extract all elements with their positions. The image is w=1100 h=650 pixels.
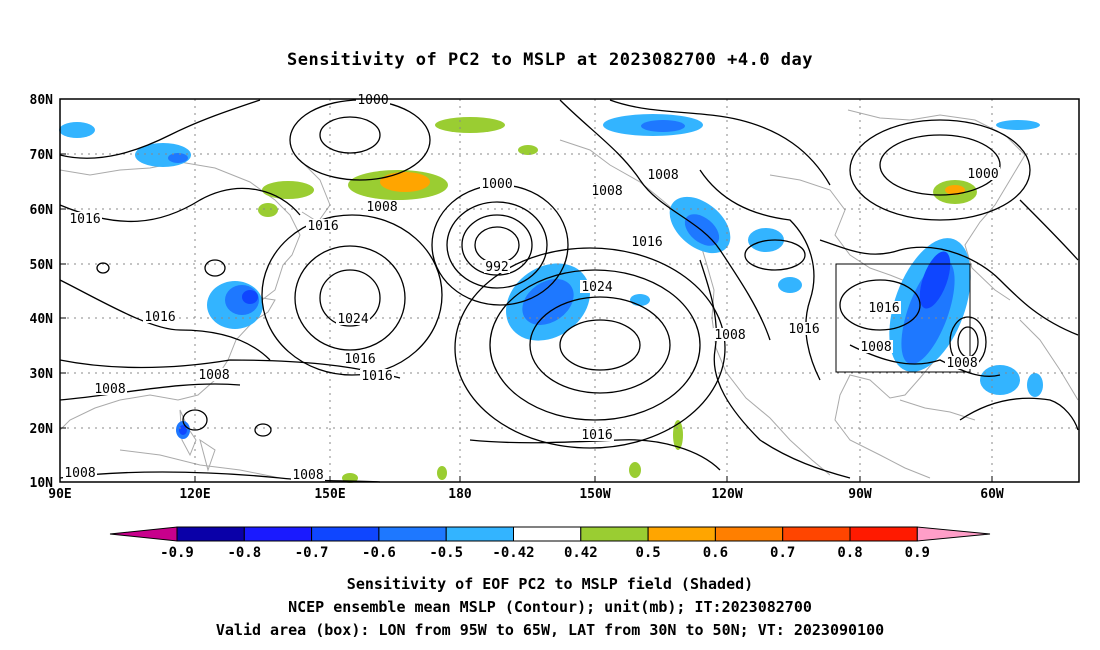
valid-area-box	[835, 263, 971, 373]
map-title: Sensitivity of PC2 to MSLP at 2023082700…	[286, 50, 813, 70]
contour-label: 1016	[788, 322, 819, 337]
colorbar-label: 0.42	[564, 545, 598, 561]
contour-label: 1016	[307, 219, 338, 234]
colorbar-label: -0.8	[227, 545, 261, 561]
lon-label: 180	[448, 487, 472, 502]
caption-line-2: NCEP ensemble mean MSLP (Contour); unit(…	[288, 598, 812, 616]
contour-label: 1016	[69, 212, 100, 227]
lon-label: 120W	[711, 487, 742, 502]
colorbar-swatch	[782, 526, 851, 542]
colorbar-label: 0.9	[905, 545, 930, 561]
colorbar: -0.9 -0.8 -0.7 -0.6 -0.5 -0.42 0.42 0.5 0.6 0.7 0.…	[109, 526, 991, 561]
colorbar-label: 0.8	[837, 545, 862, 561]
caption-line-1: Sensitivity of EOF PC2 to MSLP field (Sh…	[346, 575, 754, 593]
colorbar-swatch	[243, 526, 313, 542]
lon-label: 90E	[48, 487, 71, 502]
colorbar-label: -0.5	[429, 545, 463, 561]
longitude-labels: 90E 120E 150E 180 150W 120W 90W 60W	[48, 476, 1004, 502]
contour-label: 1024	[337, 312, 368, 327]
lon-label: 120E	[179, 487, 210, 502]
contour-labels: 1000 1016 1008 1000 1008 1008 1016 1016 992 1024 1…	[63, 93, 1000, 483]
contour-label: 1008	[591, 184, 622, 199]
contour-label: 1008	[714, 328, 745, 343]
lat-label: 30N	[30, 367, 54, 382]
contour-label: 1000	[357, 93, 388, 108]
map-frame	[59, 98, 1080, 483]
colorbar-under-triangle	[109, 526, 178, 542]
lat-label: 60N	[30, 203, 54, 218]
colorbar-swatch	[311, 526, 380, 542]
colorbar-over-triangle	[916, 526, 991, 542]
colorbar-swatch	[849, 526, 918, 542]
lon-label: 150W	[579, 487, 610, 502]
colorbar-label: -0.7	[295, 545, 329, 561]
colorbar-label: 0.5	[635, 545, 660, 561]
coastlines	[59, 109, 1079, 479]
colorbar-swatch	[580, 526, 649, 542]
contour-label: 1016	[868, 301, 899, 316]
lat-label: 50N	[30, 258, 54, 273]
contour-label: 1000	[967, 167, 998, 182]
contour-label: 1008	[64, 466, 95, 481]
colorbar-label: -0.6	[362, 545, 396, 561]
lon-label: 150E	[314, 487, 345, 502]
colorbar-swatch	[647, 526, 716, 542]
lat-label: 70N	[30, 148, 54, 163]
caption-line-3: Valid area (box): LON from 95W to 65W, L…	[215, 621, 885, 639]
colorbar-label: 0.6	[703, 545, 728, 561]
contour-label: 1008	[860, 340, 891, 355]
contour-label: 1008	[647, 168, 678, 183]
contour-label: 1008	[94, 382, 125, 397]
sensitivity-shading	[59, 114, 1043, 483]
latitude-labels: 80N 70N 60N 50N 40N 30N 20N 10N	[30, 93, 66, 491]
colorbar-swatch	[445, 526, 515, 542]
colorbar-swatch	[513, 526, 582, 542]
contour-label: 1000	[481, 177, 512, 192]
contour-label: 1024	[581, 280, 612, 295]
colorbar-label: 0.7	[770, 545, 795, 561]
lat-label: 10N	[30, 476, 54, 491]
contour-label: 1008	[946, 356, 977, 371]
lon-label: 60W	[980, 487, 1004, 502]
mslp-contours	[59, 99, 1079, 483]
contour-label: 1016	[361, 369, 392, 384]
colorbar-swatch	[176, 526, 245, 542]
lon-label: 90W	[848, 487, 872, 502]
contour-label: 1016	[144, 310, 175, 325]
lat-label: 20N	[30, 422, 54, 437]
contour-label: 1016	[581, 428, 612, 443]
contour-label: 1016	[344, 352, 375, 367]
contour-label: 1008	[366, 200, 397, 215]
colorbar-label: -0.42	[492, 545, 534, 561]
contour-label: 1016	[631, 235, 662, 250]
contour-label: 1008	[292, 468, 323, 483]
colorbar-label: -0.9	[160, 545, 194, 561]
contour-label: 992	[485, 260, 508, 275]
colorbar-swatch	[714, 526, 784, 542]
lat-label: 40N	[30, 312, 54, 327]
lat-label: 80N	[30, 93, 54, 108]
colorbar-swatch	[378, 526, 447, 542]
contour-label: 1008	[198, 368, 229, 383]
